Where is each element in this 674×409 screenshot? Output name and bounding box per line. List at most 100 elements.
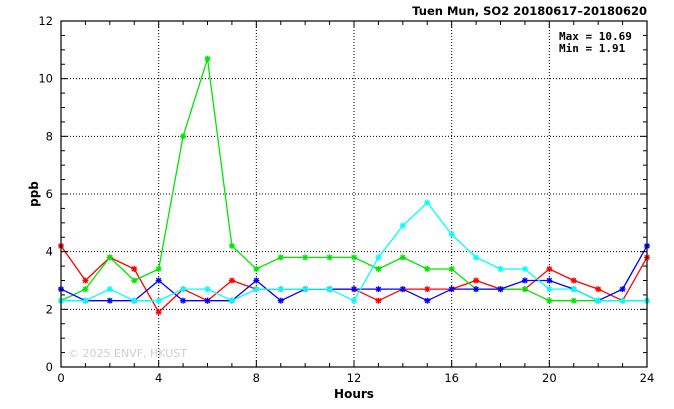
marker-stroke [571, 286, 577, 292]
series-2 [58, 55, 650, 304]
data-point [473, 254, 480, 261]
marker-stroke [278, 297, 284, 304]
data-point [180, 133, 187, 140]
data-point [399, 222, 406, 229]
data-point [619, 286, 626, 293]
marker-stroke [595, 286, 601, 292]
marker-stroke [424, 297, 430, 304]
data-point [619, 297, 626, 304]
data-point [570, 286, 577, 293]
data-point [375, 254, 382, 261]
marker-stroke [448, 266, 455, 272]
marker-stroke [522, 277, 528, 284]
x-tick-label: 20 [542, 371, 557, 385]
data-point [424, 265, 431, 272]
data-point [595, 286, 602, 293]
y-tick-label: 10 [38, 72, 53, 86]
marker-stroke [400, 286, 406, 292]
marker-stroke [546, 277, 553, 284]
marker-stroke [497, 266, 504, 272]
data-point [448, 231, 455, 238]
data-series [58, 55, 650, 316]
marker-stroke [546, 297, 553, 304]
data-point [204, 55, 211, 62]
marker-stroke [400, 223, 406, 229]
data-point [521, 265, 528, 272]
data-point [399, 286, 406, 293]
data-point [131, 265, 138, 272]
watermark: © 2025 ENVF, HKUST [68, 347, 187, 360]
data-point [448, 265, 455, 272]
data-point [375, 297, 382, 304]
marker-stroke [82, 277, 89, 284]
data-point [448, 286, 455, 293]
marker-stroke [82, 297, 89, 304]
marker-stroke [180, 297, 186, 304]
tick-marks [61, 21, 647, 367]
max-label: Max = 10.69 [559, 30, 632, 43]
data-point [473, 286, 480, 293]
data-point [131, 297, 138, 304]
marker-stroke [155, 266, 162, 272]
data-point [277, 286, 284, 293]
y-tick-label: 4 [46, 245, 53, 259]
data-point [326, 254, 333, 261]
data-point [424, 297, 431, 304]
data-point [155, 265, 162, 272]
marker-stroke [229, 277, 235, 284]
data-point [497, 286, 504, 293]
data-point [351, 286, 357, 293]
x-tick-label: 12 [347, 371, 362, 385]
data-point [326, 286, 333, 293]
data-point [424, 286, 431, 293]
data-point [228, 297, 235, 304]
marker-stroke [546, 286, 553, 292]
marker-stroke [473, 286, 479, 292]
data-point [375, 286, 382, 293]
data-point [302, 286, 309, 293]
marker-stroke [204, 286, 211, 292]
marker-stroke [595, 297, 601, 304]
series-4 [58, 199, 650, 304]
marker-stroke [180, 133, 186, 140]
marker-stroke [302, 286, 308, 292]
y-axis-label: ppb [27, 181, 41, 207]
data-point [204, 297, 211, 304]
data-point [473, 277, 480, 284]
data-point [82, 297, 89, 304]
x-tick-label: 16 [444, 371, 459, 385]
data-point [253, 286, 260, 293]
marker-stroke [107, 286, 113, 292]
data-point [595, 297, 602, 304]
marker-stroke [180, 286, 186, 292]
data-point [253, 277, 260, 284]
marker-stroke [326, 254, 333, 261]
data-point [399, 254, 406, 261]
marker-stroke [522, 286, 528, 292]
marker-stroke [375, 254, 382, 261]
marker-stroke [155, 309, 162, 315]
data-point [106, 254, 113, 261]
marker-stroke [424, 266, 430, 272]
marker-stroke [131, 297, 137, 304]
y-tick-label: 8 [46, 129, 53, 143]
data-point [277, 254, 284, 261]
marker-stroke [155, 277, 162, 284]
marker-stroke [522, 266, 528, 272]
x-tick-label: 8 [253, 371, 260, 385]
marker-stroke [473, 254, 479, 261]
marker-stroke [497, 286, 504, 292]
data-point [277, 297, 284, 304]
data-point [180, 286, 187, 293]
marker-stroke [619, 286, 626, 292]
data-point [106, 286, 113, 293]
marker-stroke [131, 277, 137, 284]
data-point [302, 254, 309, 261]
marker-stroke [253, 286, 260, 292]
x-tick-label: 0 [57, 371, 64, 385]
data-point [570, 297, 577, 304]
marker-stroke [448, 286, 455, 292]
chart-title: Tuen Mun, SO2 20180617–20180620 [412, 4, 647, 18]
x-tick-label: 4 [155, 371, 162, 385]
